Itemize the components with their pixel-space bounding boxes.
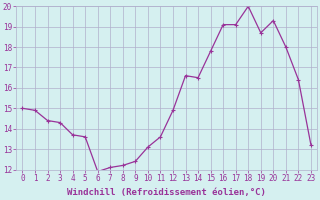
X-axis label: Windchill (Refroidissement éolien,°C): Windchill (Refroidissement éolien,°C) (67, 188, 266, 197)
